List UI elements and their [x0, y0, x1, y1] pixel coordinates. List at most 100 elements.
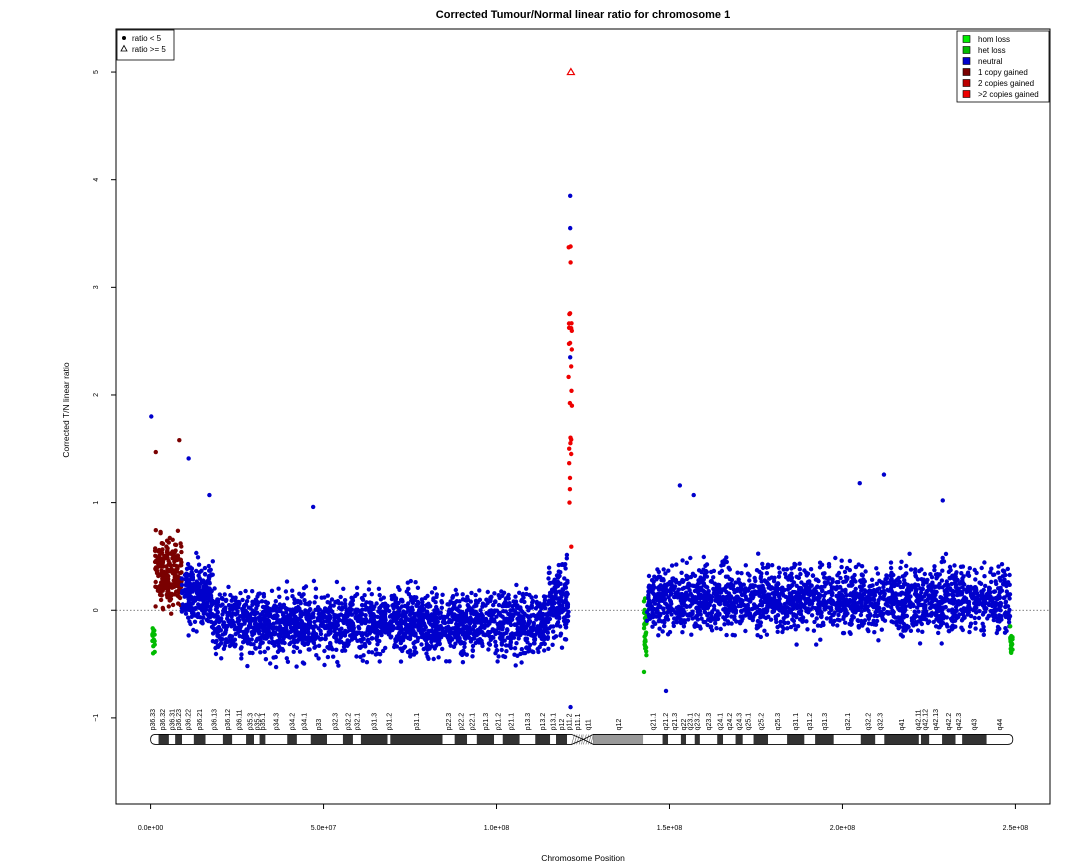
data-point [863, 601, 868, 606]
data-point [874, 603, 880, 608]
data-point [944, 579, 949, 584]
data-point [565, 601, 570, 606]
data-point [855, 604, 861, 610]
data-point [711, 568, 717, 574]
data-point [166, 558, 171, 564]
data-point [318, 622, 324, 628]
data-point [777, 570, 782, 575]
data-point [314, 653, 319, 658]
data-point [977, 580, 982, 585]
data-point [303, 625, 308, 630]
data-point [830, 622, 836, 627]
data-point [285, 659, 291, 664]
data-point [343, 605, 348, 610]
data-point [999, 617, 1004, 622]
data-point [277, 645, 282, 650]
data-point [199, 588, 204, 593]
data-point [265, 600, 271, 606]
data-point [212, 586, 217, 591]
data-point [283, 589, 289, 594]
data-point [152, 649, 157, 655]
data-point [870, 603, 875, 608]
data-point [337, 627, 343, 633]
data-point [808, 592, 813, 598]
data-point [291, 649, 296, 654]
data-point [947, 575, 952, 581]
data-point [194, 568, 199, 574]
data-point [484, 597, 489, 602]
data-point [650, 624, 655, 629]
data-point [701, 567, 706, 572]
data-point [532, 637, 537, 642]
data-point [196, 562, 202, 567]
data-point [798, 604, 803, 609]
data-point [499, 647, 504, 653]
data-point [217, 592, 222, 597]
data-point [244, 599, 250, 604]
data-point [374, 601, 379, 606]
data-point [564, 552, 570, 558]
data-point [692, 573, 698, 578]
data-point [253, 645, 258, 651]
data-point [789, 576, 794, 581]
data-point [566, 613, 571, 619]
data-point [653, 621, 658, 626]
data-point [847, 558, 853, 564]
data-point [185, 587, 190, 592]
data-point [511, 613, 516, 619]
data-point [526, 615, 531, 620]
data-point [1004, 589, 1009, 594]
data-point [651, 606, 657, 612]
data-point [215, 614, 220, 619]
data-point [807, 585, 812, 590]
data-point [517, 590, 522, 595]
data-point [388, 624, 393, 629]
data-point [312, 637, 317, 642]
data-point [210, 572, 215, 577]
data-point [278, 606, 283, 611]
data-point [850, 608, 855, 614]
data-point [706, 617, 711, 622]
data-point [727, 576, 733, 582]
data-point [793, 627, 798, 632]
data-point [548, 612, 553, 617]
data-point [389, 613, 394, 618]
data-point [292, 634, 297, 639]
data-point [541, 604, 546, 610]
data-point [726, 565, 731, 570]
data-point [474, 615, 480, 620]
data-point [454, 592, 459, 597]
data-point [213, 599, 218, 605]
data-point [255, 636, 260, 642]
data-point [347, 639, 352, 644]
data-point [277, 624, 283, 629]
data-point [335, 659, 340, 665]
data-point [564, 556, 569, 561]
data-point [678, 619, 683, 625]
data-point [354, 654, 359, 659]
data-point [469, 590, 474, 596]
data-point [857, 584, 863, 589]
data-point [829, 601, 834, 606]
data-point [257, 591, 262, 596]
data-point [213, 639, 218, 645]
data-point [945, 597, 950, 602]
data-point [869, 621, 874, 627]
data-point [274, 604, 279, 610]
data-point [541, 594, 547, 599]
data-point [447, 659, 452, 664]
data-point [702, 602, 708, 608]
data-point [331, 654, 336, 659]
data-point [826, 561, 832, 567]
data-point [150, 633, 156, 638]
data-point [195, 555, 201, 560]
data-point [379, 628, 385, 633]
data-point [377, 609, 382, 615]
data-point [1003, 604, 1008, 609]
data-point [246, 639, 251, 645]
data-point [486, 629, 491, 635]
data-point [713, 621, 718, 626]
data-point [799, 589, 805, 594]
data-point [280, 635, 286, 640]
data-point [168, 598, 173, 603]
